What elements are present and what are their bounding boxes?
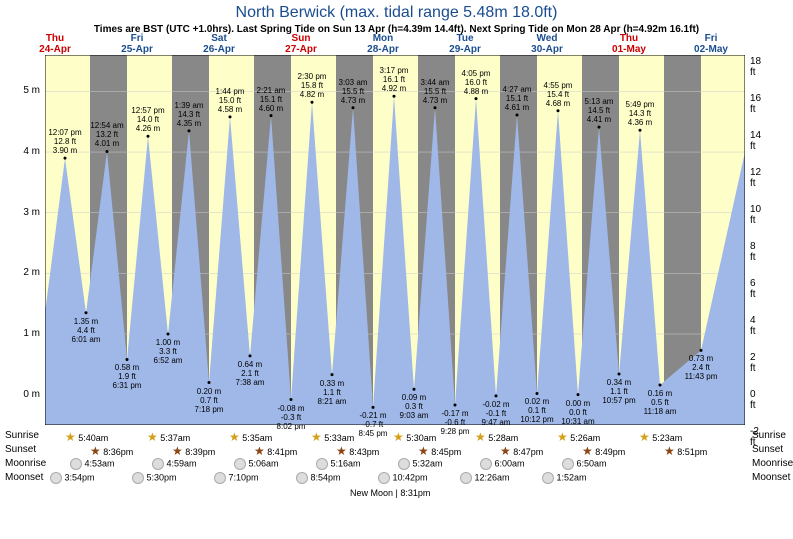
moonset-item: 12:26am	[460, 472, 510, 484]
day-label: Fri25-Apr	[102, 33, 172, 55]
footer-row-label: Sunset	[5, 444, 36, 455]
day-label: Wed30-Apr	[512, 33, 582, 55]
new-moon-label: New Moon | 8:31pm	[350, 488, 430, 498]
day-label: Thu01-May	[594, 33, 664, 55]
y-tick-m: 3 m	[10, 207, 40, 218]
moonrise-item: 4:53am	[70, 458, 115, 470]
footer-row-label: Moonset	[5, 472, 43, 483]
y-tick-m: 4 m	[10, 146, 40, 157]
day-label: Fri02-May	[676, 33, 746, 55]
sunset-item: ★ 8:47pm	[500, 444, 543, 458]
sunrise-item: ★ 5:37am	[147, 430, 190, 444]
moonrise-item: 6:50am	[562, 458, 607, 470]
sunrise-item: ★ 5:33am	[311, 430, 354, 444]
day-label: Sat26-Apr	[184, 33, 254, 55]
moonrise-item: 5:16am	[316, 458, 361, 470]
sunset-item: ★ 8:39pm	[172, 444, 215, 458]
tide-chart-svg	[45, 55, 745, 425]
moonrise-item: 5:32am	[398, 458, 443, 470]
moonrise-item: 5:06am	[234, 458, 279, 470]
day-label: Tue29-Apr	[430, 33, 500, 55]
footer-row-label-right: Moonrise	[752, 458, 793, 469]
moonrise-item: 6:00am	[480, 458, 525, 470]
day-label: Mon28-Apr	[348, 33, 418, 55]
sunrise-item: ★ 5:28am	[475, 430, 518, 444]
y-tick-m: 5 m	[10, 85, 40, 96]
footer-row-label: Moonrise	[5, 458, 46, 469]
y-tick-ft: 18 ft	[750, 56, 761, 78]
sunset-item: ★ 8:49pm	[582, 444, 625, 458]
moonrise-item: 4:59am	[152, 458, 197, 470]
footer-row-label-right: Moonset	[752, 472, 790, 483]
y-tick-ft: 0 ft	[750, 389, 756, 411]
moonset-item: 5:30pm	[132, 472, 177, 484]
sunrise-item: ★ 5:26am	[557, 430, 600, 444]
sunset-item: ★ 8:41pm	[254, 444, 297, 458]
sunset-item: ★ 8:51pm	[664, 444, 707, 458]
moonset-item: 3:54pm	[50, 472, 95, 484]
moonset-item: 1:52am	[542, 472, 587, 484]
y-tick-m: 2 m	[10, 267, 40, 278]
y-tick-ft: 2 ft	[750, 352, 756, 374]
sunrise-item: ★ 5:35am	[229, 430, 272, 444]
chart-title: North Berwick (max. tidal range 5.48m 18…	[0, 0, 793, 22]
day-label: Sun27-Apr	[266, 33, 336, 55]
y-tick-m: 0 m	[10, 389, 40, 400]
chart-area: 0 m1 m2 m3 m4 m5 m -2 ft0 ft2 ft4 ft6 ft…	[45, 55, 745, 425]
y-tick-ft: 6 ft	[750, 278, 756, 300]
moonset-item: 7:10pm	[214, 472, 259, 484]
day-label: Thu24-Apr	[20, 33, 90, 55]
y-tick-ft: 16 ft	[750, 93, 761, 115]
moonset-item: 10:42pm	[378, 472, 428, 484]
y-tick-m: 1 m	[10, 328, 40, 339]
sunrise-item: ★ 5:23am	[639, 430, 682, 444]
chart-container: North Berwick (max. tidal range 5.48m 18…	[0, 0, 793, 539]
sunset-item: ★ 8:36pm	[90, 444, 133, 458]
sunset-item: ★ 8:45pm	[418, 444, 461, 458]
footer-row-label: Sunrise	[5, 430, 39, 441]
sunrise-item: ★ 5:40am	[65, 430, 108, 444]
footer-row-label-right: Sunset	[752, 444, 783, 455]
y-tick-ft: 4 ft	[750, 315, 756, 337]
footer-row-label-right: Sunrise	[752, 430, 786, 441]
y-tick-ft: 12 ft	[750, 167, 761, 189]
y-tick-ft: 14 ft	[750, 130, 761, 152]
y-tick-ft: 8 ft	[750, 241, 756, 263]
moonset-item: 8:54pm	[296, 472, 341, 484]
sunrise-item: ★ 5:30am	[393, 430, 436, 444]
y-tick-ft: 10 ft	[750, 204, 761, 226]
sunset-item: ★ 8:43pm	[336, 444, 379, 458]
